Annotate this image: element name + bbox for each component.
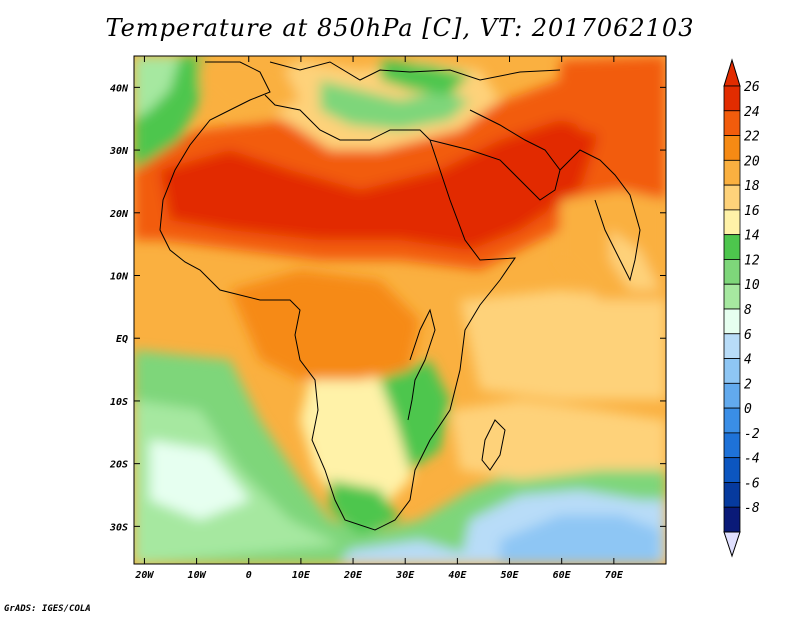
lat-tick-label: 30N	[109, 146, 129, 157]
plot-frame	[133, 55, 667, 565]
lat-tick-label: 20N	[109, 209, 129, 220]
longitude-axis: 20W 10W 0 10E 20E 30E 40E 50E 60E 70E	[134, 56, 624, 581]
colorbar-level-label: -8	[744, 501, 760, 516]
europe-coast	[269, 61, 561, 81]
lat-tick-label: 10N	[110, 272, 129, 283]
colorbar-swatch	[723, 184, 741, 211]
chart-title: Temperature at 850hPa [C], VT: 201706210…	[105, 14, 695, 42]
lon-tick-label: 50E	[500, 570, 519, 581]
latitude-axis: 40N 30N 20N 10N EQ 10S 20S 30S	[109, 83, 666, 533]
colorbar-swatch	[723, 407, 741, 434]
colorbar-max-arrow	[723, 58, 741, 87]
colorbar-level-label: -4	[744, 452, 760, 467]
arabia-coast	[429, 109, 561, 201]
colorbar-level-label: 4	[744, 353, 752, 368]
colorbar-level-label: 0	[744, 402, 752, 417]
colorbar-level-label: -2	[744, 427, 760, 442]
temperature-field	[134, 56, 666, 564]
colorbar-level-label: 22	[744, 130, 760, 145]
lat-tick-label: EQ	[116, 334, 128, 345]
colorbar-min-arrow	[723, 531, 741, 558]
madagascar-coast	[481, 419, 506, 471]
lon-tick-label: 60E	[553, 570, 572, 581]
colorbar-level-label: 24	[744, 105, 760, 120]
lon-tick-label: 10E	[292, 570, 311, 581]
colorbar-level-label: 6	[744, 328, 752, 343]
colorbar-level-label: 12	[744, 253, 760, 268]
colorbar-swatch	[723, 135, 741, 161]
colorbar-level-label: 2	[744, 377, 752, 392]
lon-tick-label: 0	[246, 570, 252, 581]
colorbar-level-label: 10	[744, 278, 760, 293]
lon-tick-label: 70E	[605, 570, 624, 581]
lat-tick-label: 40N	[110, 83, 129, 94]
colorbar-swatch	[723, 432, 741, 459]
colorbar-level-label: -6	[744, 476, 760, 491]
colorbar-swatch	[723, 382, 741, 409]
colorbar-swatch	[723, 209, 741, 236]
lat-tick-label: 30S	[109, 522, 128, 533]
colorbar-swatch	[723, 283, 741, 310]
colorbar-level-label: 8	[744, 303, 752, 318]
lat-tick-label: 10S	[110, 397, 128, 408]
africa-coast	[159, 61, 516, 531]
colorbar-level-label: 16	[744, 204, 760, 219]
colorbar-swatch	[723, 159, 741, 186]
colorbar-swatch	[723, 234, 741, 260]
colorbar-swatch	[723, 308, 741, 335]
coastlines	[159, 61, 641, 531]
india-coast	[559, 149, 641, 282]
lon-tick-label: 30E	[395, 570, 415, 581]
colorbar-swatch	[723, 482, 741, 508]
colorbar-level-label: 14	[744, 229, 760, 244]
colorbar-level-label: 18	[744, 179, 760, 194]
credit-label: GrADS: IGES/COLA	[4, 604, 91, 614]
colorbar-swatch	[723, 110, 741, 136]
colorbar-level-label: 20	[744, 154, 760, 169]
colorbar-swatch	[723, 333, 741, 359]
colorbar-swatch	[723, 259, 741, 285]
lon-tick-label: 20E	[343, 570, 363, 581]
colorbar-level-label: 26	[744, 80, 760, 95]
lon-tick-label: 10W	[188, 570, 207, 581]
colorbar-swatch	[723, 85, 741, 112]
lon-tick-label: 40E	[448, 570, 467, 581]
lon-tick-label: 20W	[134, 570, 154, 581]
colorbar-swatch	[723, 457, 741, 483]
lat-tick-label: 20S	[109, 460, 128, 471]
colorbar-swatch	[723, 358, 741, 384]
rift-lakes	[407, 308, 436, 421]
colorbar-swatch	[723, 506, 741, 533]
